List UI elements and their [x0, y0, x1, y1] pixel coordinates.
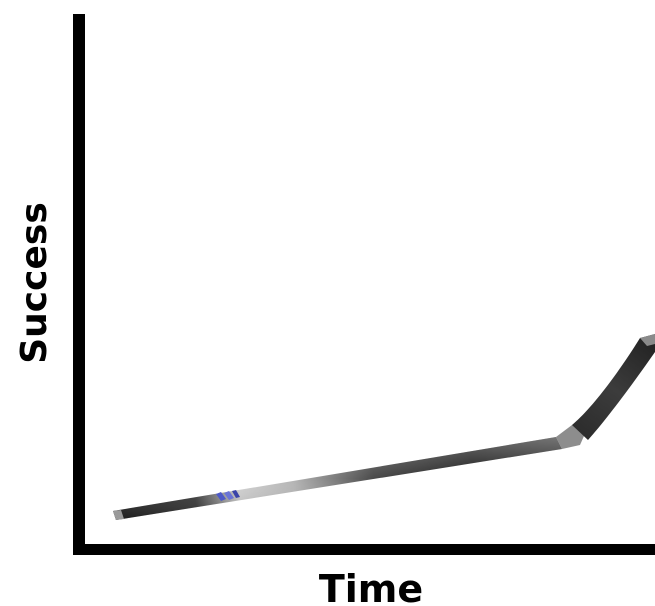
- y-axis-label: Success: [14, 202, 55, 364]
- tape-stripes-icon: [216, 490, 240, 501]
- hockey-stick-shaft: [113, 437, 562, 520]
- y-axis-line: [73, 14, 85, 555]
- x-axis-line: [73, 544, 655, 555]
- x-axis-label: Time: [319, 567, 423, 606]
- hockey-stick-blade: [572, 334, 655, 440]
